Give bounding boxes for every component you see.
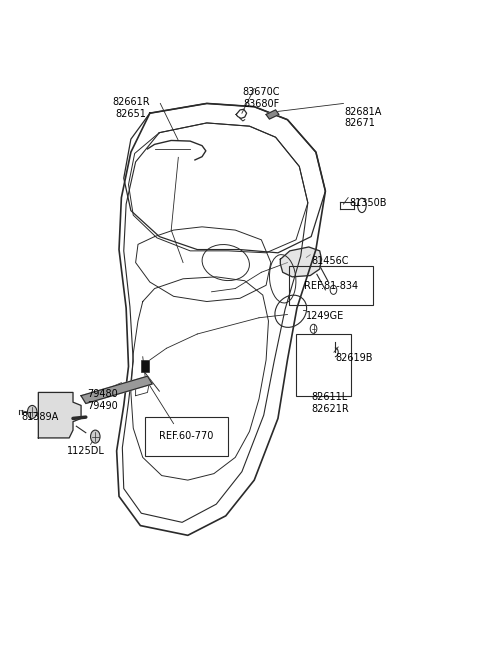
Text: 82611L
82621R: 82611L 82621R	[311, 392, 349, 414]
Bar	[141, 360, 149, 371]
Text: 81350B: 81350B	[349, 198, 386, 208]
Text: 79480
79490: 79480 79490	[87, 389, 118, 411]
Bar	[296, 334, 350, 396]
Text: 82681A
82671: 82681A 82671	[344, 107, 382, 128]
Polygon shape	[280, 247, 322, 277]
Circle shape	[27, 405, 37, 419]
Text: 82661R
82651: 82661R 82651	[112, 97, 150, 119]
Text: 1125DL: 1125DL	[67, 445, 105, 456]
Text: 83670C
83680F: 83670C 83680F	[242, 87, 280, 109]
Text: REF.81-834: REF.81-834	[304, 281, 358, 291]
Text: 1249GE: 1249GE	[306, 311, 345, 321]
Text: 82619B: 82619B	[335, 354, 372, 364]
Text: 81456C: 81456C	[311, 256, 348, 266]
Circle shape	[91, 430, 100, 443]
Polygon shape	[81, 376, 152, 403]
Text: 81389A: 81389A	[22, 412, 59, 422]
Polygon shape	[38, 392, 81, 438]
Polygon shape	[266, 110, 279, 119]
Text: REF.60-770: REF.60-770	[159, 432, 214, 441]
